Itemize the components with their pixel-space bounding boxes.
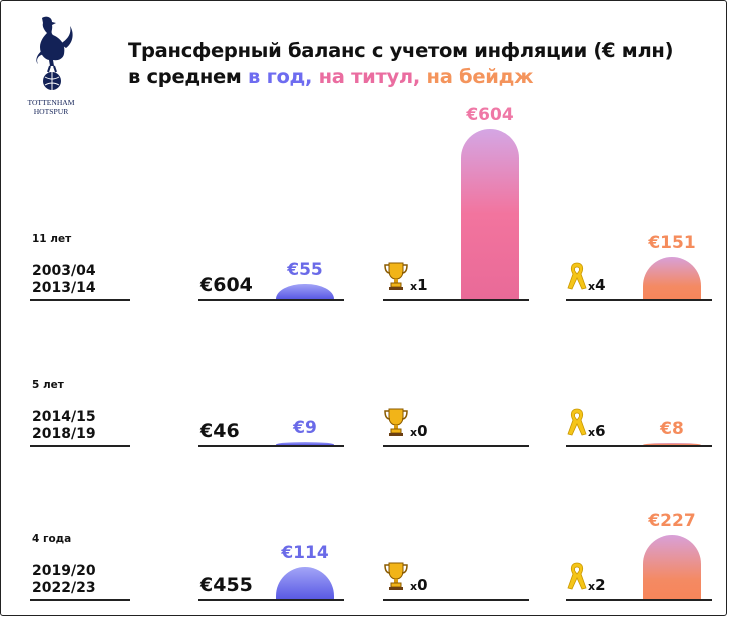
yellow-ribbon-icon <box>567 562 587 590</box>
logo-text-line2: HOTSPUR <box>34 107 70 116</box>
value-label-titlebar-row0: €604 <box>466 105 514 125</box>
multiplier-sign: x <box>410 580 418 593</box>
yellow-ribbon-icon <box>567 262 587 290</box>
season-start: 2003/04 <box>32 263 96 279</box>
season-start: 2014/15 <box>32 409 96 425</box>
value-label-badge-row1: €8 <box>660 418 684 439</box>
titles-count-row2: x0 <box>410 576 428 594</box>
baseline-badge-row1 <box>566 445 712 447</box>
seasons-row1: 2014/15 2018/19 <box>32 409 96 443</box>
legend-per-year: в год, <box>248 65 313 88</box>
trophy-icon <box>384 408 408 436</box>
tottenham-logo: TOTTENHAM HOTSPUR <box>27 16 75 116</box>
badges-count-row1: x6 <box>588 422 606 440</box>
baseline-badge-row2 <box>566 599 712 601</box>
period-label-row1: 5 лет <box>32 379 64 391</box>
logo-text-line1: TOTTENHAM <box>27 98 74 107</box>
titles-count-row1: x0 <box>410 422 428 440</box>
trophy-icon <box>384 562 408 590</box>
legend-per-badge: на бейдж <box>426 65 534 88</box>
chart-title-line1: Трансферный баланс с учетом инфляции (€ … <box>128 39 674 62</box>
title-prefix: в среднем <box>128 65 249 88</box>
total-value-row2: €455 <box>200 574 253 596</box>
titles-count-value: 0 <box>417 422 428 440</box>
value-label-badge-row0: €151 <box>648 232 696 253</box>
baseline-title-row0 <box>383 299 529 301</box>
season-end: 2022/23 <box>32 580 96 596</box>
titles-count-value: 0 <box>417 576 428 594</box>
badges-count-row2: x2 <box>588 576 606 594</box>
bar-badge-row2 <box>643 535 701 599</box>
baseline-seasons-row1 <box>30 445 130 447</box>
total-value-row0: €604 <box>200 274 253 296</box>
baseline-title-row2 <box>383 599 529 601</box>
baseline-seasons-row0 <box>30 299 130 301</box>
period-label-row2: 4 года <box>32 533 72 545</box>
yellow-ribbon-icon <box>567 408 587 436</box>
bar-badge-row1 <box>643 442 701 445</box>
baseline-badge-row0 <box>566 299 712 301</box>
badges-count-value: 6 <box>595 422 606 440</box>
badges-count-value: 4 <box>595 276 606 294</box>
bar-badge-row0 <box>643 256 701 299</box>
titles-count-value: 1 <box>417 276 428 294</box>
value-label-year-row1: €9 <box>293 418 317 439</box>
multiplier-sign: x <box>410 280 418 293</box>
period-label-row0: 11 лет <box>32 233 72 245</box>
baseline-title-row1 <box>383 445 529 447</box>
chart-title-line2: в среднем в год, на титул, на бейдж <box>128 64 673 90</box>
multiplier-sign: x <box>588 280 596 293</box>
baseline-year-row1 <box>198 445 344 447</box>
value-label-year-row2: €114 <box>281 542 329 563</box>
multiplier-sign: x <box>588 580 596 593</box>
total-value-row1: €46 <box>200 420 240 442</box>
titles-count-row0: x1 <box>410 276 428 294</box>
bar-year-row0 <box>276 283 334 299</box>
season-start: 2019/20 <box>32 563 96 579</box>
seasons-row2: 2019/20 2022/23 <box>32 563 96 597</box>
season-end: 2013/14 <box>32 280 96 296</box>
badges-count-value: 2 <box>595 576 606 594</box>
badges-count-row0: x4 <box>588 276 606 294</box>
multiplier-sign: x <box>410 426 418 439</box>
value-label-year-row0: €55 <box>287 259 323 280</box>
seasons-row0: 2003/04 2013/14 <box>32 263 96 297</box>
baseline-year-row2 <box>198 599 344 601</box>
baseline-year-row0 <box>198 299 344 301</box>
baseline-seasons-row2 <box>30 599 130 601</box>
trophy-icon <box>384 262 408 290</box>
bar-year-row1 <box>276 442 334 445</box>
value-label-badge-row2: €227 <box>648 511 696 532</box>
bar-titlebar-row0 <box>461 129 519 299</box>
multiplier-sign: x <box>588 426 596 439</box>
chart-title: Трансферный баланс с учетом инфляции (€ … <box>128 38 674 90</box>
legend-per-title: на титул, <box>318 65 421 88</box>
season-end: 2018/19 <box>32 426 96 442</box>
